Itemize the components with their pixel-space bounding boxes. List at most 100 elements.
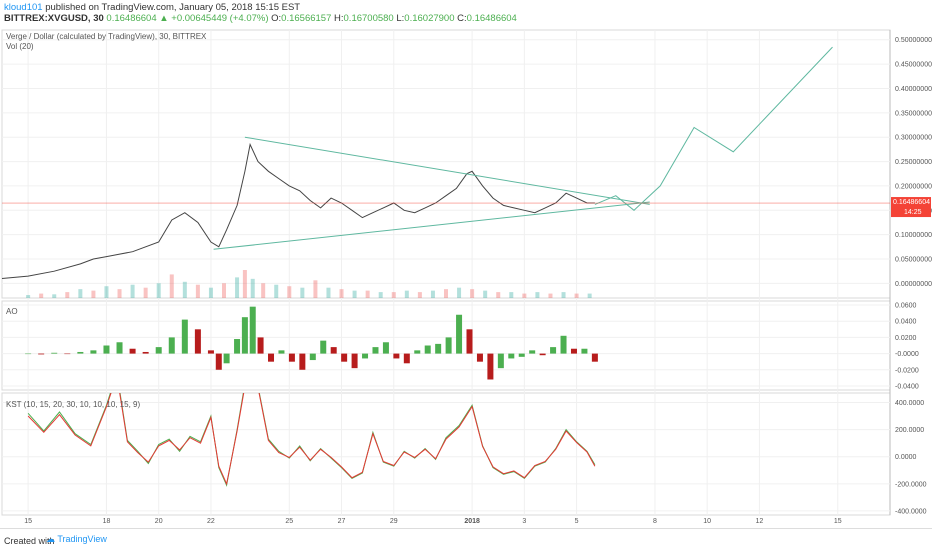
price-tick-label: 0.30000000 (895, 135, 932, 142)
ao-bar (278, 350, 285, 354)
price-tag-value: 0.16486604 (893, 199, 930, 206)
ao-bar (476, 353, 483, 362)
ao-bar (320, 340, 327, 354)
volume-bar (444, 289, 448, 298)
volume-bar (391, 292, 396, 298)
open-label: O: (271, 13, 282, 24)
ao-bar (403, 353, 410, 364)
volume-bar (509, 292, 514, 298)
ao-legend: AO (6, 307, 18, 316)
ao-bar (288, 353, 295, 362)
ao-bar (249, 306, 256, 354)
price-tick-label: 0.35000000 (895, 110, 932, 117)
price-tick-label: 0.50000000 (895, 37, 932, 44)
volume-bar (91, 290, 96, 298)
volume-bar (261, 283, 266, 298)
volume-bar (222, 283, 226, 298)
pane-border-price (1, 29, 891, 299)
x-tick-label: 22 (207, 518, 215, 525)
ao-bar (257, 337, 264, 354)
volume-bar (326, 287, 331, 298)
ao-bar (241, 317, 248, 354)
x-tick-label: 15 (24, 518, 32, 525)
ao-bar (435, 343, 442, 354)
kst-tick-label: 0.0000 (895, 454, 917, 461)
kst-legend: KST (10, 15, 20, 30, 10, 10, 10, 15, 9) (6, 400, 141, 409)
ao-bar (456, 314, 463, 354)
volume-bar (378, 292, 383, 298)
volume-bar (287, 286, 292, 298)
ao-tick-label: 0.0600 (895, 303, 917, 310)
x-tick-label: 29 (390, 518, 398, 525)
ao-bar (570, 348, 577, 354)
pane-border-kst (1, 392, 891, 516)
ao-bar (487, 353, 494, 380)
volume-bar (535, 292, 540, 298)
tradingview-logo[interactable]: ☁ TradingView (46, 534, 107, 544)
tradingview-brand: TradingView (57, 534, 107, 544)
kst-tick-label: 400.0000 (895, 400, 924, 407)
volume-bar (430, 290, 435, 298)
volume-bar (26, 295, 31, 298)
ao-bar (103, 345, 110, 354)
price-change: ▲ +0.00645449 (+4.07%) (159, 13, 269, 24)
ao-bar (268, 353, 275, 362)
x-tick-label: 3 (522, 518, 526, 525)
ao-bar (215, 353, 222, 370)
ao-bar (64, 353, 71, 355)
ao-bar (309, 353, 316, 361)
ao-bar (234, 339, 241, 354)
chart-header: kloud101 published on TradingView.com, J… (0, 0, 932, 26)
volume-bar (104, 286, 109, 298)
ao-tick-label: -0.0200 (895, 367, 919, 374)
volume-bar (496, 292, 501, 298)
volume-bar (117, 289, 122, 298)
upper-trendline (244, 136, 650, 205)
ao-bar (168, 337, 175, 354)
kst-tick-label: -200.0000 (895, 481, 927, 488)
volume-bar (65, 292, 70, 298)
volume-bar (182, 281, 187, 298)
ao-bar (466, 329, 473, 354)
ao-bar (142, 351, 149, 354)
volume-bar (561, 292, 566, 298)
volume-bar (417, 292, 422, 298)
volume-bar (250, 278, 255, 298)
ao-bar (550, 347, 557, 354)
volume-bar (274, 284, 279, 298)
volume-bar (313, 280, 318, 298)
close-value: 0.16486604 (466, 13, 517, 24)
kst-signal-line (27, 393, 596, 486)
volume-bar (242, 270, 247, 298)
close-label: C: (457, 13, 467, 24)
ao-bar (155, 347, 162, 354)
price-tick-label: 0.40000000 (895, 86, 932, 93)
price-tick-label: 0.05000000 (895, 257, 932, 264)
x-tick-label: 2018 (464, 518, 480, 525)
volume-bar (156, 283, 161, 298)
x-tick-label: 10 (703, 518, 711, 525)
created-with-text: Created with (4, 536, 55, 546)
volume-bar (130, 284, 135, 298)
price-series-line (1, 142, 595, 279)
volume-bar (587, 293, 592, 298)
volume-bar (195, 284, 200, 298)
ao-bar (299, 353, 306, 370)
ao-bar (116, 342, 123, 354)
volume-bar (404, 290, 409, 298)
volume-bar (169, 274, 174, 298)
author-link[interactable]: kloud101 (4, 2, 43, 13)
volume-bar (208, 287, 213, 298)
ao-bar (351, 353, 358, 369)
x-tick-label: 12 (756, 518, 764, 525)
ao-bar (181, 319, 188, 354)
price-tick-label: 0.20000000 (895, 183, 932, 190)
high-value: 0.16700580 (343, 13, 394, 24)
kst-tick-label: -400.0000 (895, 508, 927, 515)
ao-tick-label: 0.0400 (895, 319, 917, 326)
ao-tick-label: 0.0200 (895, 335, 917, 342)
publish-line: kloud101 published on TradingView.com, J… (4, 2, 300, 13)
ao-bar (129, 348, 136, 354)
ao-bar (393, 353, 400, 359)
chart-canvas[interactable]: 15 18 20 22 25 27 29 2018 3 5 8 10 12 15 0.50000000 0.4… (0, 26, 932, 526)
